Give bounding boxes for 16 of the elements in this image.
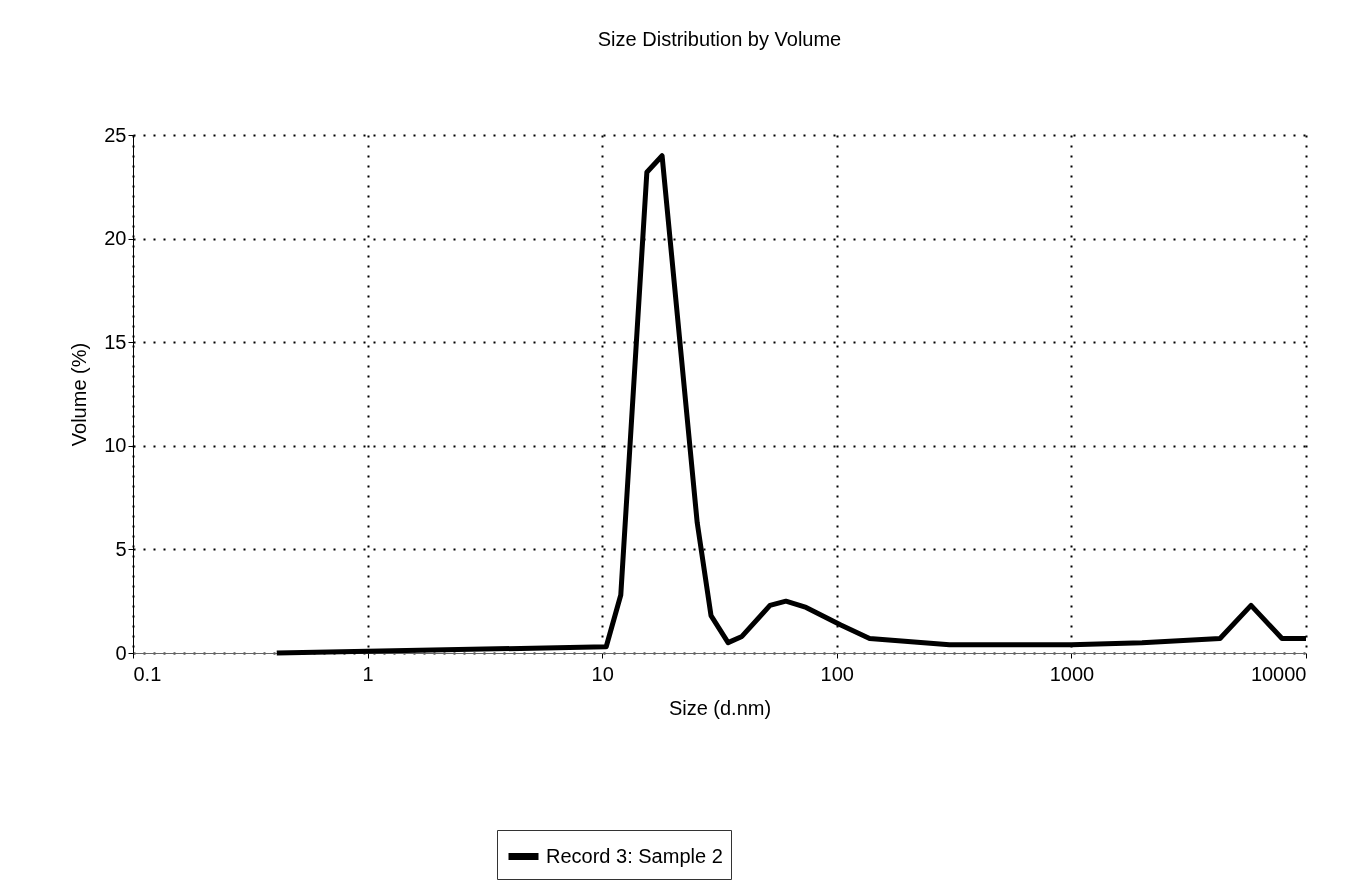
x-tick-label: 0.1 bbox=[133, 662, 162, 685]
x-tick-label: 100 bbox=[820, 662, 854, 685]
y-axis-title: Volume (%) bbox=[68, 342, 91, 447]
x-tick-label: 1 bbox=[362, 662, 374, 685]
x-tick-label: 1000 bbox=[1049, 662, 1095, 685]
y-tick-label: 10 bbox=[104, 434, 127, 457]
y-tick-label: 15 bbox=[104, 330, 127, 353]
x-tick-label: 10000 bbox=[1250, 662, 1307, 685]
y-tick-label: 0 bbox=[115, 641, 127, 664]
legend-label: Record 3: Sample 2 bbox=[546, 844, 723, 867]
y-tick-label: 25 bbox=[104, 123, 127, 146]
x-axis-title: Size (d.nm) bbox=[668, 696, 772, 719]
y-tick-label: 5 bbox=[115, 537, 127, 560]
chart-title: Size Distribution by Volume bbox=[597, 28, 842, 50]
x-tick-label: 10 bbox=[591, 662, 614, 685]
y-tick-label: 20 bbox=[104, 227, 127, 250]
